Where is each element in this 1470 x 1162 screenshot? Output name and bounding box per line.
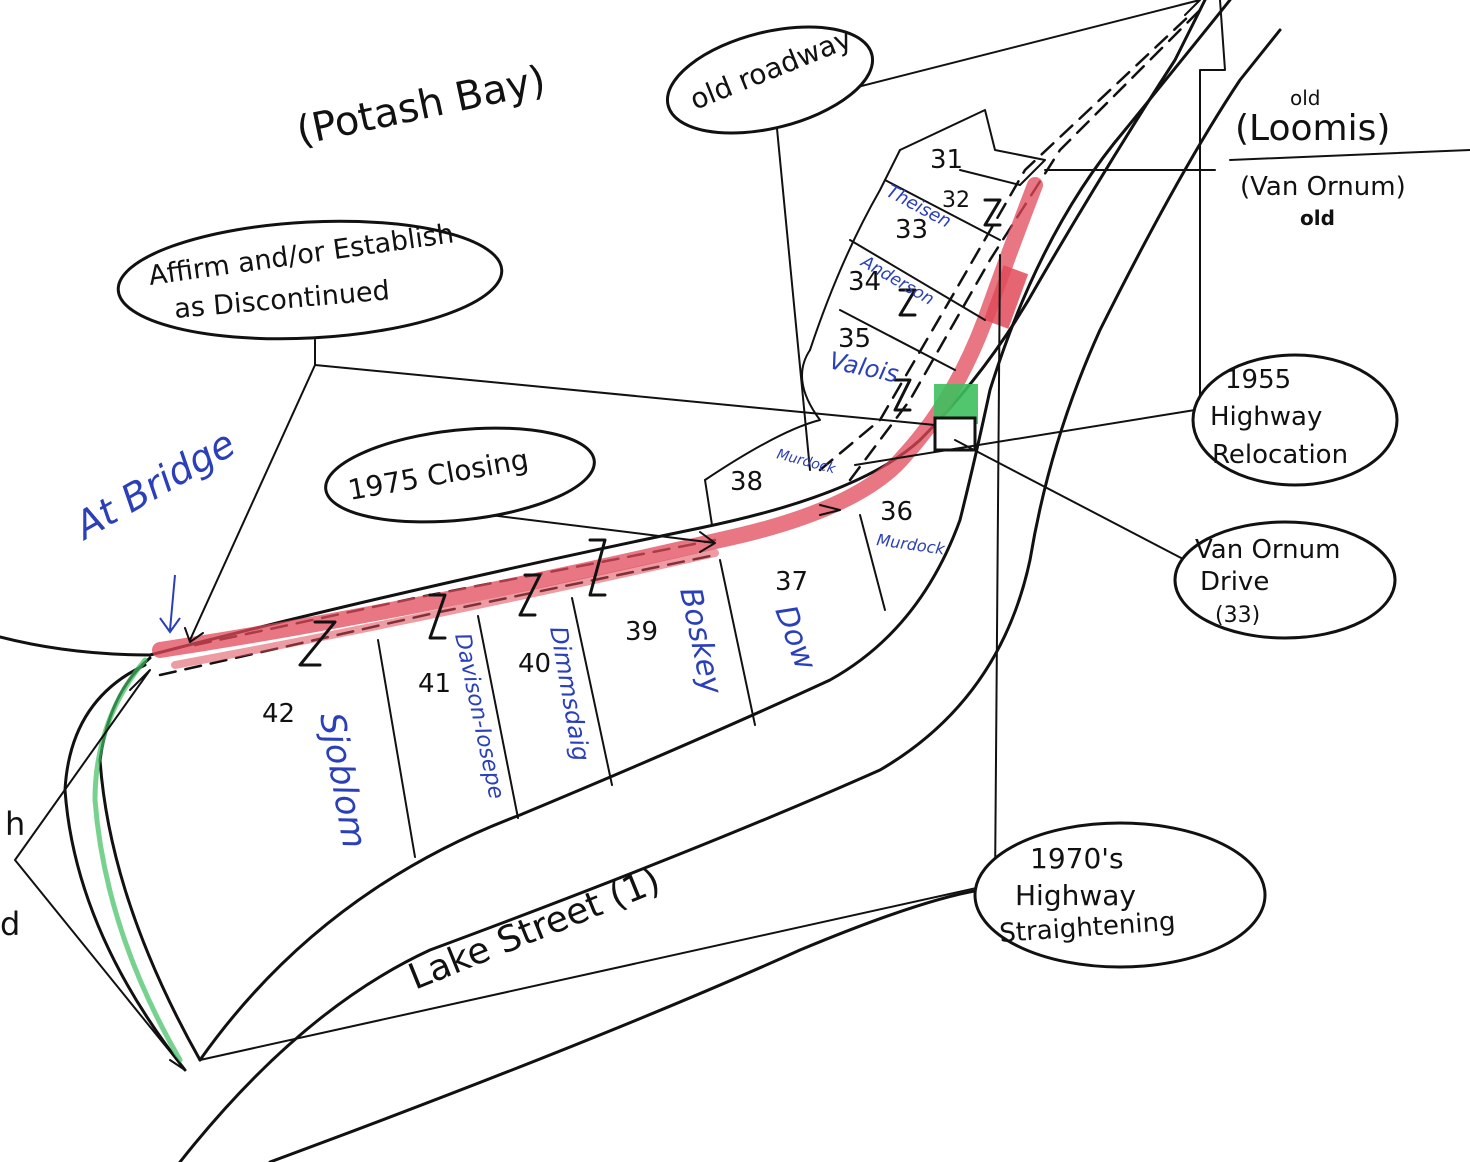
bubble-1970s	[973, 821, 1267, 969]
label-edge-h: h	[5, 805, 25, 843]
leader-relocation-arrow	[819, 504, 841, 516]
leader-1955	[854, 0, 1226, 466]
lot-line-34-35	[839, 309, 956, 371]
left-inner-road	[63, 663, 187, 1072]
lot-number-38: 38	[730, 467, 763, 497]
intersection-box	[933, 416, 977, 452]
bubble-van-ornum-drive	[1173, 520, 1397, 640]
label-edge-d: d	[0, 905, 20, 943]
label-1955-line2: Highway	[1210, 402, 1322, 432]
label-van-ornum-old: (Van Ornum)	[1240, 172, 1406, 202]
label-1955-line3: Relocation	[1212, 440, 1348, 470]
lot-number-40: 40	[518, 649, 551, 679]
label-van-ornum-drive-line1: Van Ornum	[1195, 535, 1340, 565]
lot-number-32: 32	[942, 188, 970, 213]
label-1955-line1: 1955	[1225, 365, 1291, 395]
bubble-1975	[324, 426, 596, 524]
label-old-small: old	[1290, 86, 1321, 110]
owner-35: Valois	[827, 346, 901, 388]
break-mark-4	[588, 538, 607, 597]
shoreline-left	[0, 635, 152, 657]
lot-number-36: 36	[880, 497, 913, 527]
old-roadway-dashed-4	[848, 8, 1202, 482]
lot-38-outline	[704, 349, 821, 481]
lot-outer-west	[809, 149, 901, 351]
break-mark-7	[983, 198, 1002, 227]
owner-41: Davison-Iosepe	[449, 631, 509, 801]
owner-36: Murdock	[875, 530, 946, 558]
label-loomis: (Loomis)	[1235, 108, 1390, 149]
break-mark-1	[298, 620, 337, 667]
red-patch	[983, 265, 1029, 329]
leader-van-ornum-drive	[954, 439, 1186, 561]
owner-42: Sjoblom	[311, 710, 374, 852]
owner-37: Dow	[767, 601, 823, 675]
lot-line-36-37	[859, 514, 886, 611]
lot-line-41-42	[377, 639, 416, 858]
at-bridge-arrow	[159, 574, 181, 634]
leader-left-edge	[14, 669, 186, 1071]
lot-line-37-39	[719, 559, 756, 726]
bubble-affirm	[116, 219, 504, 341]
bubble-old-roadway	[665, 25, 875, 135]
owner-40: Dimmsdaig	[544, 624, 595, 763]
owner-38: Murdock	[775, 446, 838, 477]
label-lake-street: Lake Street (1)	[403, 860, 666, 998]
label-potash-bay: (Potash Bay)	[293, 57, 550, 155]
lot-line-39-40	[571, 597, 613, 786]
leader-affirm	[184, 339, 936, 643]
break-mark-5	[893, 378, 912, 412]
lot-number-39: 39	[625, 617, 658, 647]
label-at-bridge: At Bridge	[65, 421, 243, 549]
label-old-struck: old	[1300, 206, 1335, 230]
label-van-ornum-drive-line2: Drive	[1200, 567, 1269, 597]
lot-number-34: 34	[848, 267, 881, 297]
break-mark-6	[898, 288, 917, 317]
lot-number-42: 42	[262, 699, 295, 729]
owner-39: Boskey	[672, 584, 729, 698]
lake-street-south-edge	[178, 28, 1282, 1162]
lake-street-north-edge	[198, 0, 1232, 1062]
break-mark-3	[518, 573, 542, 617]
lot-line-38-left	[704, 479, 713, 526]
lot-line-40-41	[477, 615, 519, 819]
break-mark-2	[428, 593, 447, 640]
lot-number-41: 41	[418, 669, 451, 699]
lot-number-31: 31	[930, 145, 963, 175]
bubble-1955	[1191, 353, 1399, 487]
closed-road-highlight-2	[171, 549, 719, 669]
lot-line-32-33	[884, 179, 1001, 241]
lot-number-35: 35	[838, 324, 871, 354]
label-1970s-line1: 1970's	[1030, 842, 1124, 875]
lot-number-37: 37	[775, 567, 808, 597]
lower-road-curve	[268, 888, 982, 1162]
loomis-divider	[1229, 149, 1470, 161]
label-van-ornum-drive-line3: (33)	[1215, 603, 1260, 628]
lot-number-33: 33	[895, 215, 928, 245]
lot-line-33-34	[849, 239, 986, 321]
label-1970s-line2: Highway	[1015, 879, 1136, 912]
green-highlight	[92, 657, 183, 1063]
lot-31-outline	[899, 109, 1046, 186]
